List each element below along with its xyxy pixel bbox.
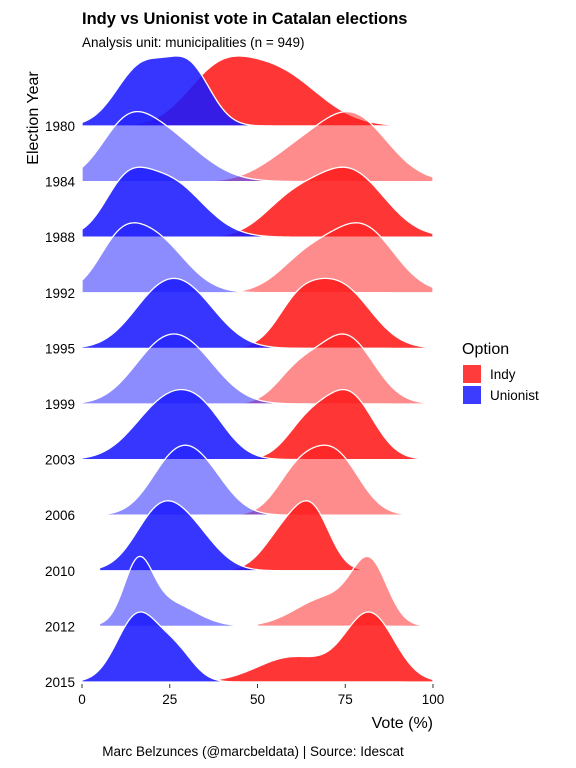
legend-swatch-unionist xyxy=(463,386,481,404)
ridge-indy-1995 xyxy=(221,277,434,350)
y-tick-label-1992: 1992 xyxy=(45,286,75,301)
x-tick-label-25: 25 xyxy=(162,692,177,707)
x-tick-label-100: 100 xyxy=(422,692,445,707)
legend-label-indy: Indy xyxy=(490,367,516,382)
ridge-unionist-2015 xyxy=(81,611,406,683)
ridge-unionist-2006 xyxy=(98,444,406,516)
legend-swatch-indy xyxy=(463,365,481,383)
chart-subtitle: Analysis unit: municipalities (n = 949) xyxy=(82,35,304,50)
y-tick-label-2015: 2015 xyxy=(45,675,75,690)
ridge-indy-2012 xyxy=(256,555,434,628)
x-tick-label-50: 50 xyxy=(250,692,265,707)
y-tick-label-2012: 2012 xyxy=(45,619,75,634)
x-tick-label-0: 0 xyxy=(78,692,86,707)
y-axis-label: Election Year xyxy=(25,71,42,165)
y-tick-label-1999: 1999 xyxy=(45,397,75,412)
y-tick-label-1988: 1988 xyxy=(45,230,75,245)
ridge-unionist-2003 xyxy=(81,388,406,461)
ridge-2015 xyxy=(81,611,434,683)
legend: Option Indy Unionist xyxy=(462,341,539,404)
y-tick-label-1995: 1995 xyxy=(45,341,75,356)
ridge-2006 xyxy=(98,444,434,516)
x-axis-label: Vote (%) xyxy=(372,715,433,732)
ridge-indy-2006 xyxy=(239,444,434,516)
ridges xyxy=(81,55,434,683)
legend-label-unionist: Unionist xyxy=(490,388,539,403)
ridge-indy-2003 xyxy=(239,388,434,461)
ridge-2003 xyxy=(81,388,434,461)
y-tick-label-1980: 1980 xyxy=(45,119,75,134)
ridge-1992 xyxy=(81,222,434,294)
y-tick-label-2010: 2010 xyxy=(45,564,75,579)
x-tick-label-75: 75 xyxy=(338,692,353,707)
y-tick-label-2006: 2006 xyxy=(45,508,75,523)
y-tick-labels: 1980 1984 1988 1992 1995 1999 2003 2006 2010 2012… xyxy=(45,119,76,690)
chart-caption: Marc Belzunces (@marcbeldata) | Source: … xyxy=(102,744,404,759)
ridge-indy-1992 xyxy=(204,222,434,294)
chart-title: Indy vs Unionist vote in Catalan electio… xyxy=(82,10,408,28)
x-axis: 0 25 50 75 100 xyxy=(78,684,444,707)
ridge-1984 xyxy=(81,110,434,183)
y-tick-label-1984: 1984 xyxy=(45,175,76,190)
legend-title: Option xyxy=(462,341,509,358)
ridge-indy-1999 xyxy=(228,333,434,405)
y-tick-label-2003: 2003 xyxy=(45,453,75,468)
